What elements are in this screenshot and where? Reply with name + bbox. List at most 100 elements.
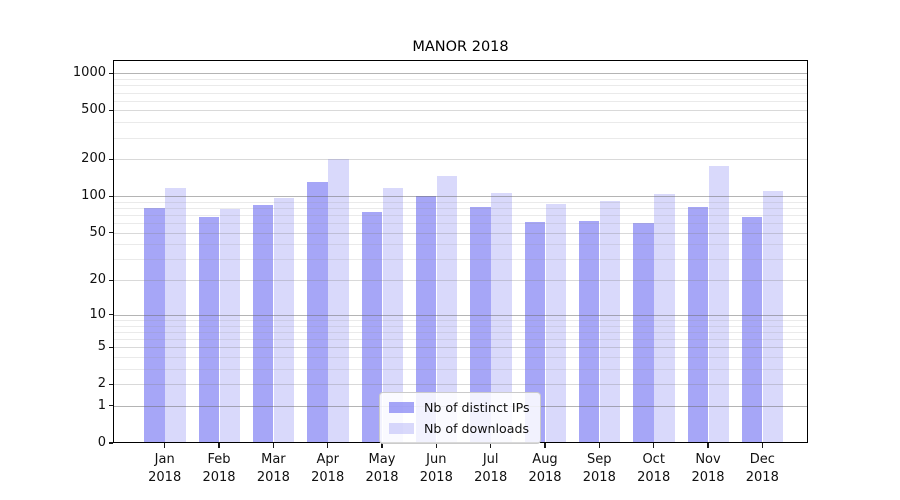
x-tick-label: Jun 2018	[420, 451, 453, 486]
legend-item: Nb of distinct IPs	[389, 400, 530, 415]
y-tick-label: 0	[97, 435, 106, 450]
y-tick-label: 1000	[72, 65, 106, 81]
y-tickmark	[108, 279, 113, 281]
y-tickmark	[108, 314, 113, 316]
x-tickmark	[164, 443, 166, 448]
bar-downloads-mar	[273, 197, 295, 443]
legend-label: Nb of distinct IPs	[424, 400, 530, 415]
x-tick-year: 2018	[474, 469, 508, 485]
y-tickmark	[108, 405, 113, 407]
gridline-minor	[113, 368, 808, 370]
gridline	[113, 232, 808, 234]
bar-downloads-sep	[599, 201, 621, 443]
gridline-major	[113, 314, 808, 316]
x-tick-year: 2018	[691, 469, 725, 485]
gridline	[113, 384, 808, 386]
gridline-minor	[113, 79, 808, 80]
gridline-major	[113, 196, 808, 198]
y-tickmark	[108, 442, 113, 444]
gridline	[113, 280, 808, 282]
x-tick-label: Jul 2018	[474, 451, 507, 486]
x-tick-label: Jan 2018	[148, 451, 181, 486]
gridline	[113, 347, 808, 349]
bar-downloads-jul	[491, 193, 512, 443]
gridline-minor	[113, 92, 808, 94]
bar-distinct-ips-may	[361, 212, 382, 443]
y-tick-label: 1	[97, 397, 106, 413]
bar-downloads-jun	[436, 176, 458, 443]
legend-item: Nb of downloads	[389, 421, 530, 436]
gridline-minor	[113, 100, 808, 102]
y-tick-label: 5	[97, 339, 106, 355]
y-tick-label: 10	[89, 306, 106, 322]
gridline-minor	[113, 259, 808, 261]
gridline-minor	[113, 244, 808, 246]
bar-distinct-ips-sep	[578, 221, 600, 443]
x-tick-year: 2018	[148, 469, 182, 485]
x-tick-month: Jun	[426, 452, 447, 467]
bar-distinct-ips-jul	[470, 207, 491, 443]
x-tick-label: Sep 2018	[583, 451, 616, 486]
x-tick-month: Nov	[695, 452, 721, 467]
x-tickmark	[544, 443, 546, 448]
x-tick-label: Feb 2018	[202, 451, 235, 486]
gridline-minor	[113, 201, 808, 203]
x-tick-year: 2018	[202, 469, 236, 485]
gridline	[113, 110, 808, 112]
bar-downloads-feb	[219, 209, 240, 443]
bar-distinct-ips-mar	[252, 205, 274, 443]
x-tick-month: Feb	[207, 452, 231, 467]
bar-downloads-oct	[654, 194, 675, 443]
x-tick-month: Oct	[642, 452, 665, 467]
gridline-minor	[113, 215, 808, 216]
x-tick-month: Aug	[532, 452, 558, 467]
bar-downloads-dec	[762, 191, 784, 443]
x-tick-year: 2018	[637, 469, 671, 485]
bar-distinct-ips-aug	[524, 222, 545, 443]
gridline-minor	[113, 207, 808, 209]
x-tick-label: Mar 2018	[257, 451, 290, 486]
bar-distinct-ips-jan	[144, 207, 165, 443]
x-tick-label: Oct 2018	[637, 451, 670, 486]
gridline-minor	[113, 338, 808, 340]
bar-distinct-ips-jun	[415, 196, 437, 443]
legend-label: Nb of downloads	[424, 421, 530, 436]
x-tick-year: 2018	[582, 469, 616, 485]
gridline-minor	[113, 122, 808, 124]
bar-downloads-nov	[708, 166, 729, 443]
gridline-minor	[113, 137, 808, 139]
gridline-minor	[113, 356, 808, 358]
bar-distinct-ips-feb	[198, 216, 219, 443]
x-tick-year: 2018	[311, 469, 345, 485]
y-tickmark	[108, 383, 113, 385]
y-tick-label: 100	[81, 188, 106, 204]
gridline-major	[113, 73, 808, 75]
gridline-minor	[113, 85, 808, 87]
bar-distinct-ips-oct	[633, 223, 654, 443]
gridline-minor	[113, 331, 808, 333]
bar-downloads-aug	[545, 204, 566, 443]
x-tickmark	[327, 443, 329, 448]
x-tick-label: Apr 2018	[311, 451, 344, 486]
x-tick-month: Sep	[587, 452, 612, 467]
x-tickmark	[435, 443, 437, 448]
y-tick-label: 20	[89, 272, 106, 288]
x-tick-month: Apr	[316, 452, 339, 467]
x-tick-month: May	[368, 452, 396, 467]
y-tick-label: 50	[89, 224, 106, 240]
y-tick-label: 200	[81, 151, 106, 167]
x-tickmark	[707, 443, 709, 448]
legend-swatch-distinct-ips	[389, 402, 414, 413]
gridlines-layer	[113, 60, 808, 443]
bar-distinct-ips-nov	[687, 207, 708, 443]
x-tickmark	[490, 443, 492, 448]
legend-swatch-downloads	[389, 423, 414, 434]
x-tick-month: Dec	[749, 452, 775, 467]
x-tick-label: May 2018	[365, 451, 398, 486]
bar-distinct-ips-dec	[741, 216, 763, 443]
x-tick-year: 2018	[419, 469, 453, 485]
y-tickmark	[108, 158, 113, 160]
x-tick-month: Mar	[261, 452, 286, 467]
x-tick-label: Dec 2018	[746, 451, 779, 486]
